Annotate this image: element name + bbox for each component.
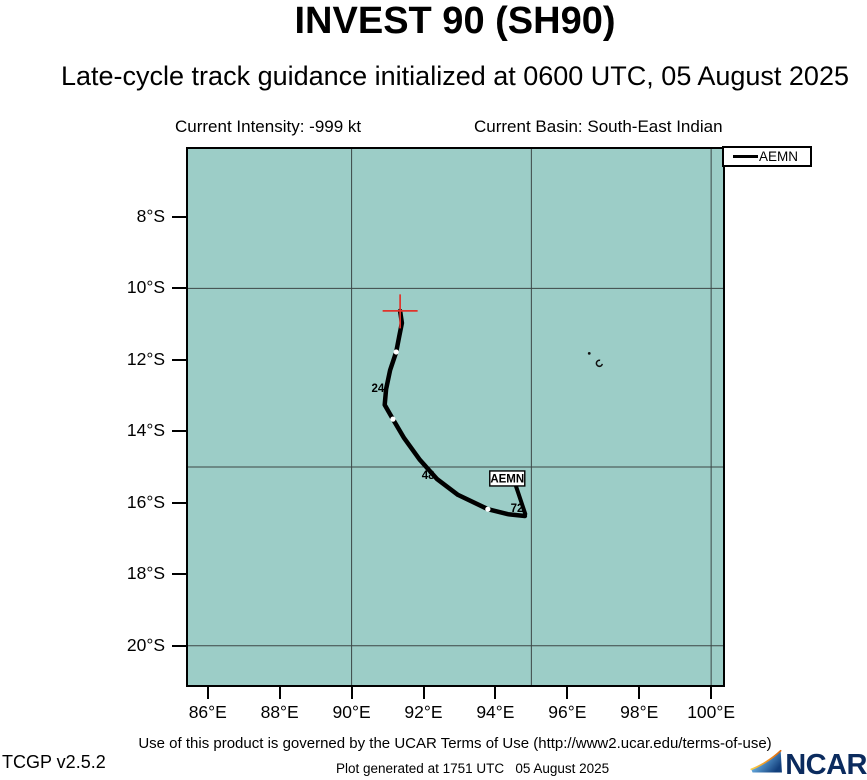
current-intensity-label: Current Intensity: -999 kt	[175, 117, 362, 136]
forecast-hour-label: 48	[422, 470, 435, 482]
legend-line-sample	[733, 155, 758, 158]
callout-pointer-line	[513, 481, 528, 516]
plot-subtitle: Late-cycle track guidance initialized at…	[61, 61, 849, 91]
x-axis-tick-label: 100°E	[687, 702, 736, 722]
y-axis-tick-label: 16°S	[126, 491, 165, 512]
forecast-hour-label: 72	[511, 503, 524, 515]
island-south-keeling	[595, 359, 604, 368]
ncar-swoosh-icon	[750, 749, 782, 773]
plot-title: INVEST 90 (SH90)	[294, 0, 616, 42]
forecast-hour-label: 24	[371, 383, 384, 395]
y-axis-tick	[172, 430, 186, 433]
x-axis-tick	[638, 687, 641, 699]
y-axis-tick	[172, 501, 186, 504]
forecast-12h-dot	[390, 416, 396, 422]
map-svg: 24 48 72 AEMN	[188, 149, 723, 685]
y-axis-tick	[172, 644, 186, 647]
x-axis-tick	[422, 687, 425, 699]
y-axis-tick-label: 8°S	[136, 205, 165, 226]
y-axis-tick	[172, 287, 186, 290]
y-axis-tick-label: 12°S	[126, 348, 165, 369]
x-axis-tick	[206, 687, 209, 699]
terms-of-use-text: Use of this product is governed by the U…	[138, 735, 772, 752]
y-axis-tick-label: 18°S	[126, 563, 165, 584]
ncar-logo: NCAR	[750, 741, 867, 780]
x-axis-tick-label: 86°E	[188, 702, 227, 722]
x-axis-tick	[278, 687, 281, 699]
y-axis-tick-label: 10°S	[126, 277, 165, 298]
x-axis-tick	[350, 687, 353, 699]
x-axis-tick	[566, 687, 569, 699]
version-label: TCGP v2.5.2	[2, 752, 106, 772]
track-callout-box	[489, 470, 526, 487]
x-axis-tick-label: 96°E	[548, 702, 587, 722]
legend-label: AEMN	[759, 149, 799, 164]
track-callout-label: AEMN	[490, 473, 524, 485]
legend-box: AEMN	[722, 146, 812, 167]
x-axis-tick-label: 98°E	[620, 702, 659, 722]
x-axis-tick-label: 88°E	[260, 702, 299, 722]
x-axis-tick-label: 92°E	[404, 702, 443, 722]
y-axis-tick	[172, 573, 186, 576]
track-map: 24 48 72 AEMN	[186, 147, 725, 687]
ncar-logo-text: NCAR	[785, 749, 867, 780]
x-axis-tick	[710, 687, 713, 699]
x-axis-tick	[494, 687, 497, 699]
x-axis-tick-label: 90°E	[332, 702, 371, 722]
forecast-12h-dot	[485, 506, 491, 512]
y-axis-tick	[172, 358, 186, 361]
y-axis-tick-label: 14°S	[126, 420, 165, 441]
current-basin-label: Current Basin: South-East Indian	[474, 117, 723, 136]
y-axis-tick	[172, 215, 186, 218]
island-north-keeling	[587, 351, 591, 355]
y-axis-tick-label: 20°S	[126, 634, 165, 655]
generated-timestamp: Plot generated at 1751 UTC 05 August 202…	[336, 761, 610, 776]
forecast-12h-dot	[393, 349, 399, 355]
x-axis-tick-label: 94°E	[476, 702, 515, 722]
